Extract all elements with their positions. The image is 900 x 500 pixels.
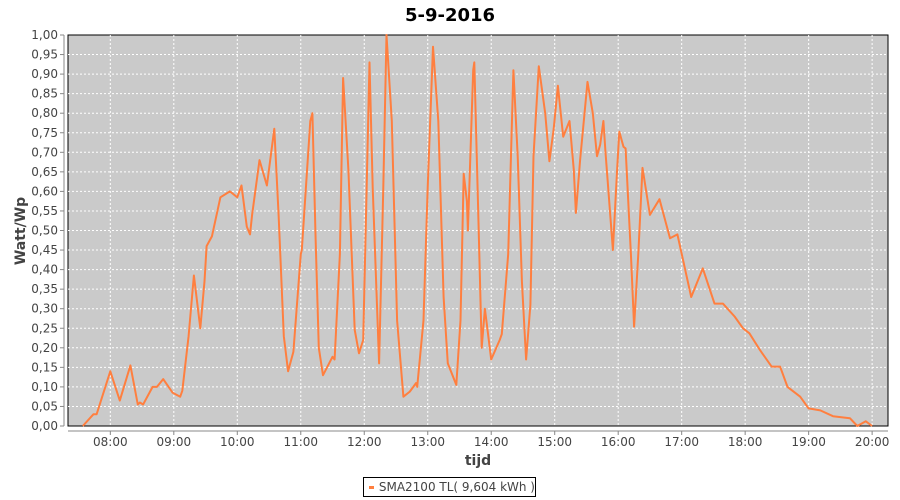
x-axis-label: tijd — [465, 453, 491, 469]
y-tick-label: 0,60 — [31, 184, 58, 198]
y-tick-label: 0,55 — [31, 204, 58, 218]
x-tick-label: 13:00 — [410, 435, 445, 449]
y-tick-label: 0,95 — [31, 48, 58, 62]
x-tick-label: 18:00 — [728, 435, 763, 449]
x-tick-label: 10:00 — [220, 435, 255, 449]
y-tick-label: 0,70 — [31, 145, 58, 159]
y-tick-label: 0,25 — [31, 321, 58, 335]
series-group — [82, 34, 873, 427]
y-tick-label: 0,20 — [31, 341, 58, 355]
x-tick-label: 15:00 — [537, 435, 572, 449]
legend-label: SMA2100 TL( 9,604 kWh ) — [378, 480, 535, 494]
x-tick-label: 20:00 — [855, 435, 890, 449]
y-axis: 0,00 0,05 0,10 0,15 0,20 0,25 0,30 0,35 0,40 0,45… — [31, 28, 65, 433]
chart-title: 5-9-2016 — [405, 5, 495, 26]
x-tick-label: 11:00 — [283, 435, 318, 449]
x-tick-label: 17:00 — [664, 435, 699, 449]
y-tick-label: 0,45 — [31, 243, 58, 257]
legend-swatch — [369, 485, 374, 489]
y-tick-label: 0,65 — [31, 165, 58, 179]
x-tick-label: 12:00 — [347, 435, 382, 449]
y-tick-label: 0,40 — [31, 263, 58, 277]
y-tick-label: 0,80 — [31, 106, 58, 120]
y-tick-label: 0,50 — [31, 224, 58, 238]
x-tick-label: 09:00 — [157, 435, 192, 449]
y-tick-label: 0,85 — [31, 87, 58, 101]
x-tick-label: 16:00 — [601, 435, 636, 449]
y-tick-label: 0,35 — [31, 282, 58, 296]
y-tick-label: 0,00 — [31, 419, 58, 433]
y-tick-label: 0,90 — [31, 67, 58, 81]
y-tick-label: 0,10 — [31, 380, 58, 394]
y-tick-label: 1,00 — [31, 28, 58, 42]
y-tick-label: 0,30 — [31, 302, 58, 316]
y-tick-label: 0,75 — [31, 126, 58, 140]
legend: SMA2100 TL( 9,604 kWh ) — [363, 477, 536, 497]
grid — [68, 35, 888, 426]
x-axis: 08:00 09:00 10:00 11:00 12:00 13:00 14:00 15:00… — [68, 430, 890, 449]
x-tick-label: 08:00 — [93, 435, 128, 449]
y-tick-label: 0,15 — [31, 360, 58, 374]
series-line — [82, 34, 873, 427]
y-tick-label: 0,05 — [31, 399, 58, 413]
y-axis-label: Watt/Wp — [13, 197, 29, 265]
x-tick-label: 14:00 — [474, 435, 509, 449]
x-tick-label: 19:00 — [791, 435, 826, 449]
